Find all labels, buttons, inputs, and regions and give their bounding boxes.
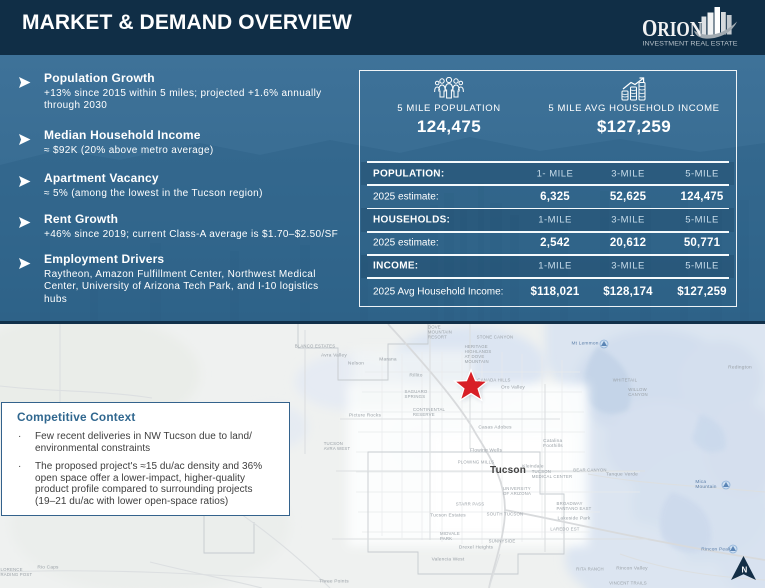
- svg-text:ORION: ORION: [642, 14, 702, 41]
- svg-text:INVESTMENT REAL ESTATE: INVESTMENT REAL ESTATE: [643, 42, 738, 48]
- svg-text:N: N: [742, 566, 748, 575]
